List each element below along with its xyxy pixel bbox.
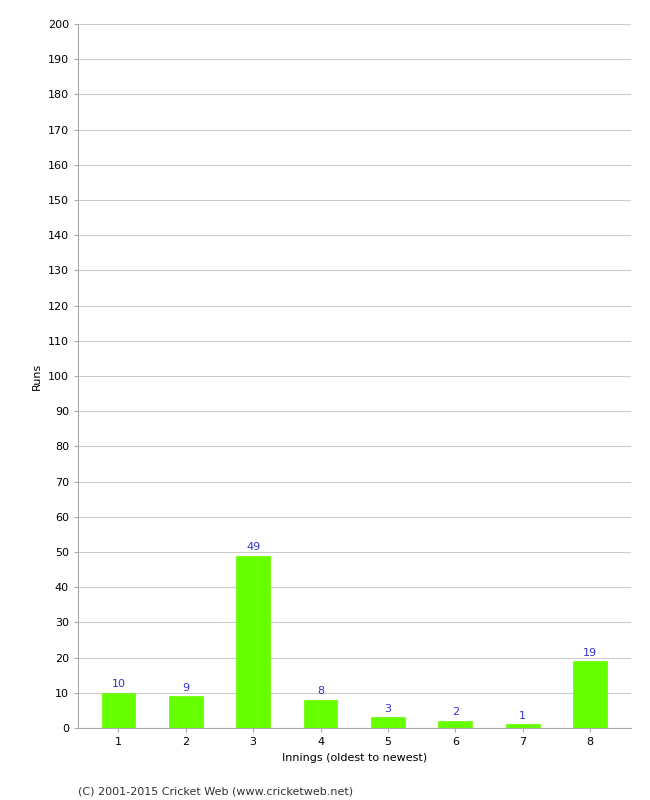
- Text: 2: 2: [452, 707, 459, 718]
- Text: 1: 1: [519, 711, 526, 721]
- Bar: [169, 696, 203, 728]
- Bar: [573, 661, 607, 728]
- X-axis label: Innings (oldest to newest): Innings (oldest to newest): [281, 753, 427, 762]
- Y-axis label: Runs: Runs: [32, 362, 42, 390]
- Bar: [237, 555, 270, 728]
- Bar: [506, 725, 540, 728]
- Text: 8: 8: [317, 686, 324, 696]
- Text: 19: 19: [583, 648, 597, 658]
- Text: 3: 3: [384, 704, 391, 714]
- Bar: [371, 718, 405, 728]
- Bar: [101, 693, 135, 728]
- Text: 10: 10: [111, 679, 125, 690]
- Bar: [439, 721, 472, 728]
- Text: (C) 2001-2015 Cricket Web (www.cricketweb.net): (C) 2001-2015 Cricket Web (www.cricketwe…: [78, 786, 353, 796]
- Bar: [304, 700, 337, 728]
- Text: 49: 49: [246, 542, 260, 552]
- Text: 9: 9: [182, 682, 189, 693]
